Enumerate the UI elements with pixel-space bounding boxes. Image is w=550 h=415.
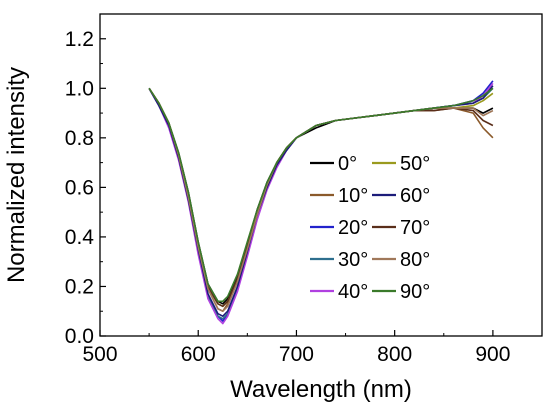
series-line-8 [148,87,494,313]
axes [99,13,543,337]
legend-item: 40° [310,281,368,303]
series-line-4 [148,82,494,325]
x-tick-label: 800 [377,343,412,366]
legend-label: 70° [400,217,430,239]
legend-label: 10° [338,185,368,207]
series-line-7 [148,87,494,308]
series-line-5 [148,87,494,308]
series-line-1 [148,87,494,313]
y-tick-label: 0.2 [65,275,94,298]
legend-item: 80° [372,249,430,271]
legend-label: 40° [338,281,368,303]
y-tick-label: 0.4 [65,226,95,249]
legend-label: 50° [400,153,430,175]
series-line-9 [148,87,494,303]
legend-item: 50° [372,153,430,175]
y-tick-label: 1.2 [65,28,94,51]
y-axis-title: Normalized intensity [3,67,30,283]
legend-label: 20° [338,217,368,239]
series-line-6 [148,85,494,318]
x-tick-label: 500 [82,343,117,366]
x-tick-label: 700 [279,343,314,366]
y-tick-label: 0.6 [65,176,94,199]
legend-label: 30° [338,249,368,271]
legend-item: 10° [310,185,368,207]
legend-label: 60° [400,185,430,207]
plot-frame [99,13,543,337]
legend-item: 90° [372,281,430,303]
series-line-2 [148,80,494,322]
x-tick-label: 900 [475,343,510,366]
x-tick-label: 600 [181,343,216,366]
legend-item: 0° [310,153,357,175]
y-tick-label: 1.0 [65,77,94,100]
legend-item: 70° [372,217,430,239]
legend-item: 30° [310,249,368,271]
legend-item: 20° [310,217,368,239]
legend-item: 60° [372,185,430,207]
y-tick-label: 0.0 [65,325,94,348]
series-line-3 [148,87,494,320]
legend: 0° 10° 20° 30° 40° 50° 60° 70° 80° 90° [310,153,430,303]
legend-label: 0° [338,153,357,175]
x-axis-title: Wavelength (nm) [230,376,412,403]
ticks: 500 600 700 800 900 0.0 0.2 0.4 0.6 0.8 1.0 1.2 [65,13,510,366]
y-tick-label: 0.8 [65,127,94,150]
series-layer [148,80,494,325]
legend-label: 90° [400,281,430,303]
legend-label: 80° [400,249,430,271]
